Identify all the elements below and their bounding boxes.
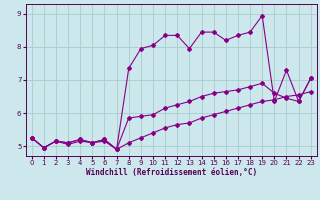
X-axis label: Windchill (Refroidissement éolien,°C): Windchill (Refroidissement éolien,°C) <box>86 168 257 177</box>
